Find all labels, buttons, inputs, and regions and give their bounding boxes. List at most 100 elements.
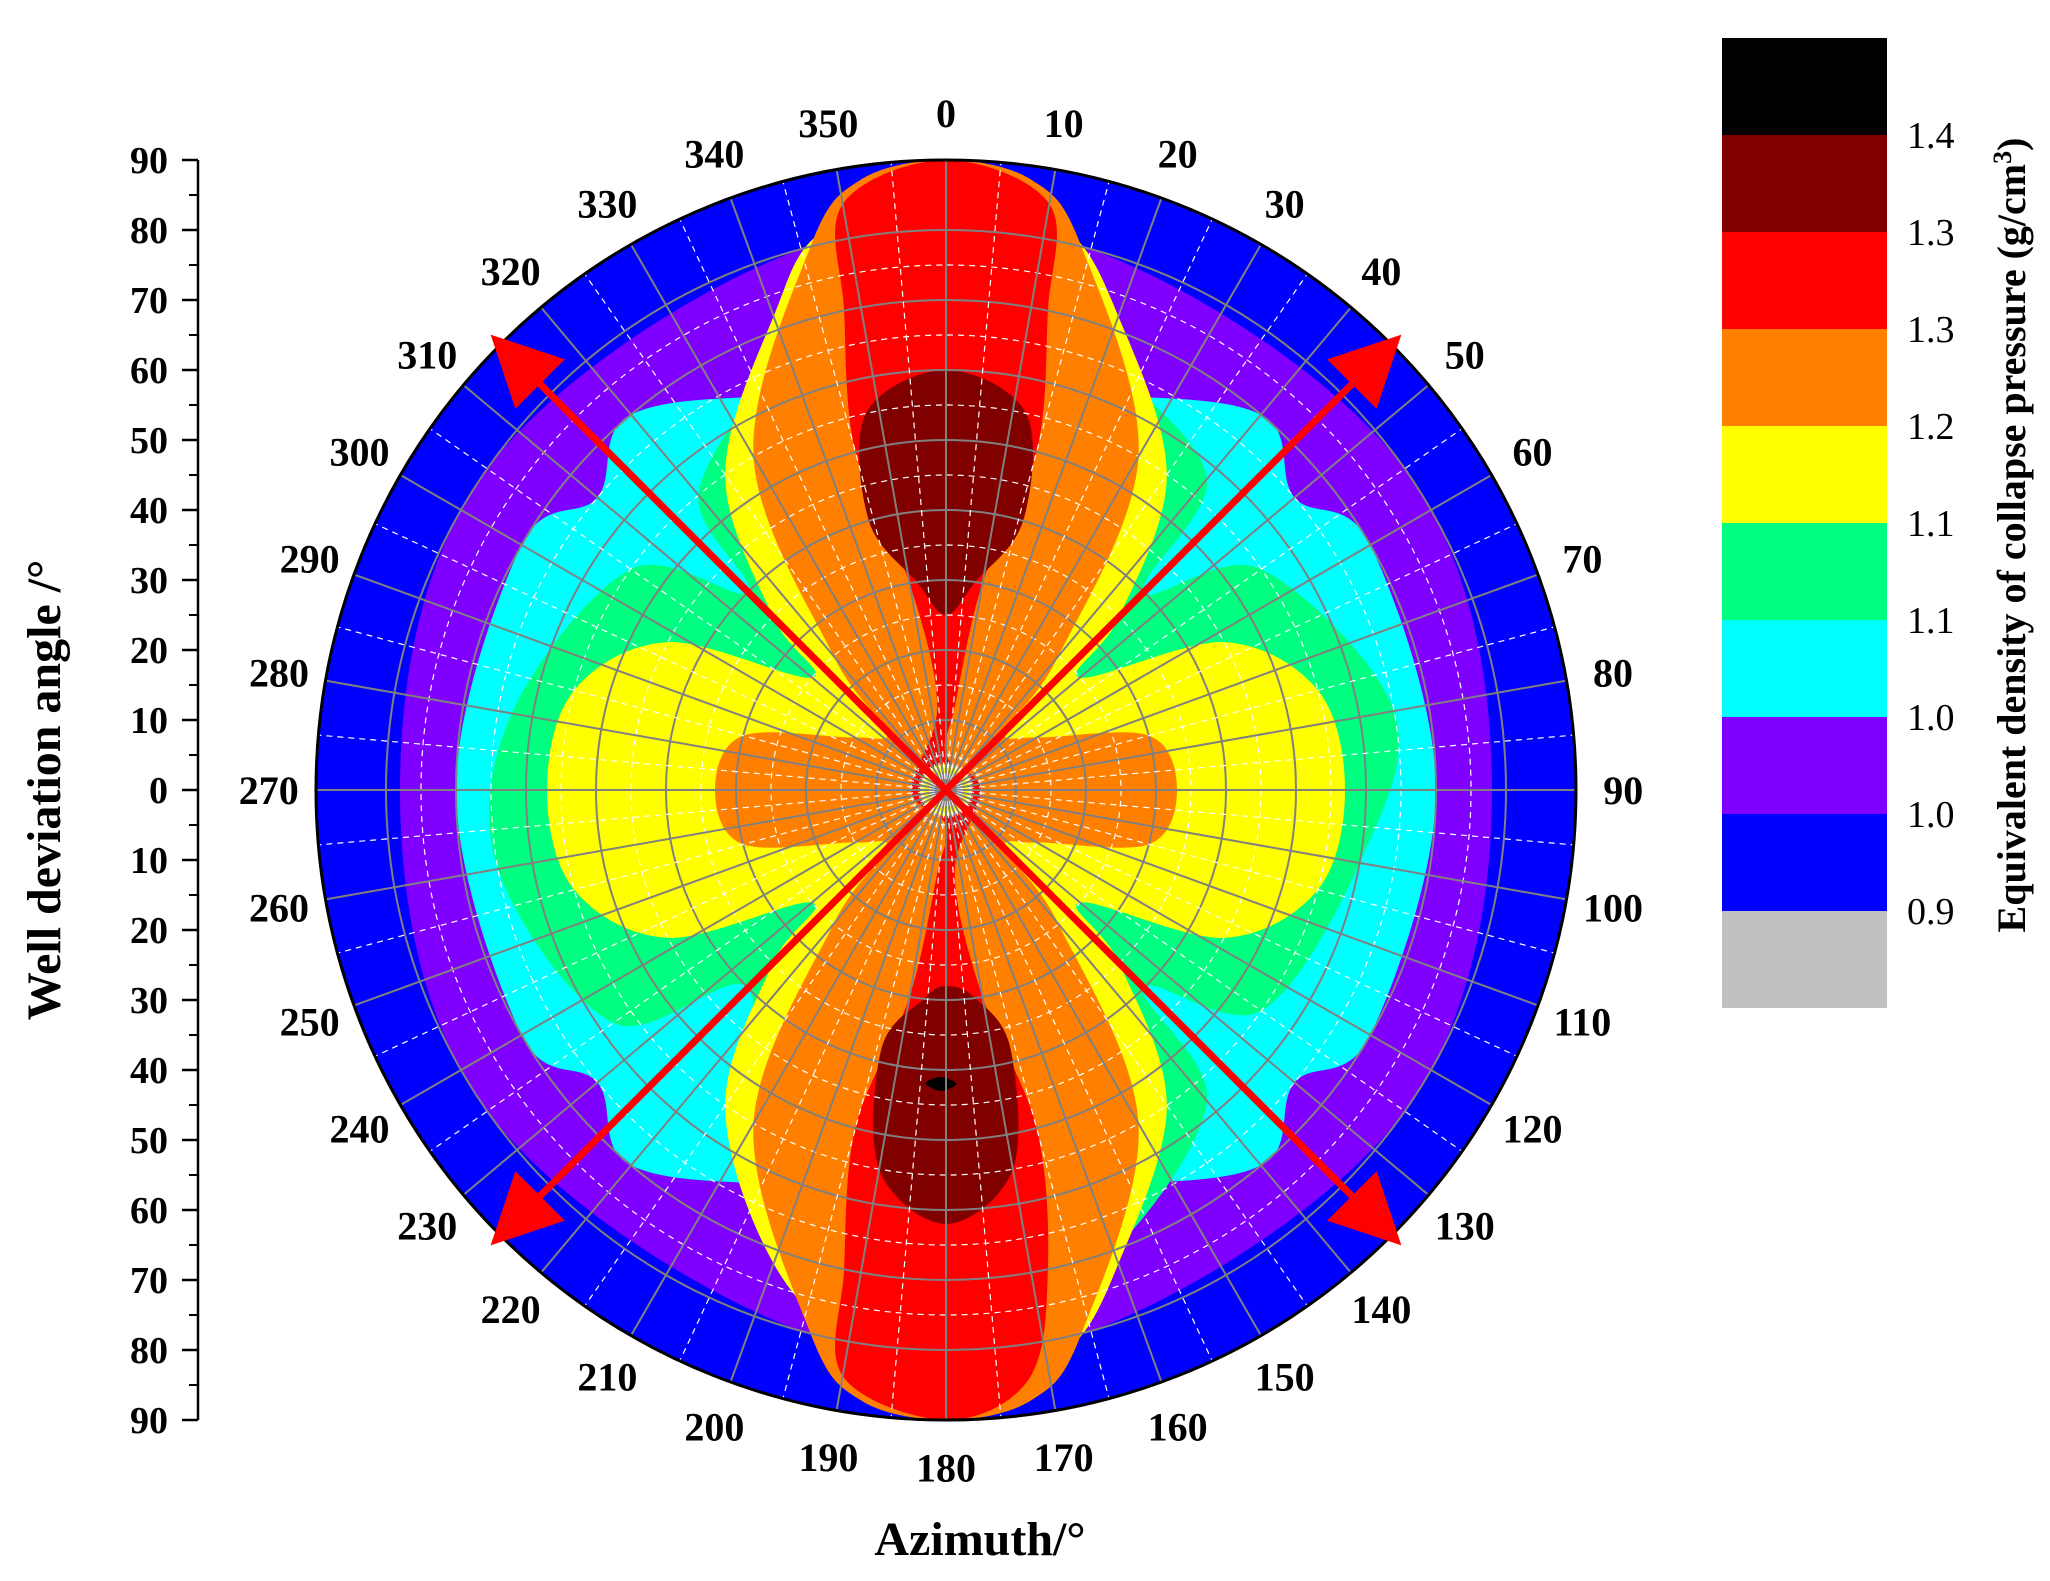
deviation-tick-label-15: 60 [130, 1190, 168, 1232]
azimuth-tick-240: 240 [329, 1107, 389, 1152]
deviation-tick-label-11: 20 [130, 910, 168, 952]
grid-minor-spoke-280 [337, 626, 947, 791]
grid-minor-spoke-50 [945, 428, 1463, 791]
deviation-tick-label-14: 50 [130, 1120, 168, 1162]
colorbar-level-1: 1.3 [1907, 212, 1955, 254]
deviation-tick-label-3: 60 [130, 350, 168, 392]
grid-spoke-200 [729, 789, 947, 1383]
deviation-tick-label-2: 70 [130, 280, 168, 322]
grid-minor-spoke-350 [890, 162, 947, 791]
azimuth-tick-80: 80 [1593, 650, 1633, 695]
deviation-tick-label-6: 30 [130, 560, 168, 602]
grid-spoke-160 [945, 789, 1163, 1383]
colorbar-level-6: 1.0 [1907, 697, 1955, 739]
grid-spoke-240 [399, 789, 947, 1106]
colorbar-swatch-1 [1722, 135, 1887, 232]
azimuth-tick-120: 120 [1503, 1107, 1563, 1152]
azimuth-tick-170: 170 [1034, 1435, 1094, 1480]
grid-spoke-230 [462, 789, 947, 1196]
colorbar-label: Equivalent density of collapse pressure … [1988, 138, 2035, 933]
grid-minor-spoke-170 [945, 789, 1002, 1418]
x-axis-label: Azimuth/° [874, 1513, 1085, 1566]
azimuth-tick-320: 320 [481, 249, 541, 294]
deviation-tick-label-13: 40 [130, 1050, 168, 1092]
deviation-tick-label-1: 80 [130, 210, 168, 252]
deviation-tick-label-4: 50 [130, 420, 168, 462]
grid-minor-spoke-230 [429, 789, 947, 1152]
contour-region-9 [925, 1076, 957, 1091]
grid-minor-spoke-80 [945, 734, 1574, 791]
grid-minor-spoke-150 [945, 789, 1213, 1362]
azimuth-tick-90: 90 [1603, 768, 1643, 813]
grid-spoke-80 [945, 679, 1567, 791]
colorbar-swatch-5 [1722, 523, 1887, 620]
grid-spoke-220 [540, 789, 947, 1274]
grid-minor-spoke-10 [945, 181, 1110, 791]
grid-minor-spoke-90 [945, 789, 1574, 846]
azimuth-tick-150: 150 [1255, 1355, 1315, 1400]
arrow-135 [943, 787, 1402, 1246]
arrow-layer [490, 334, 1402, 1246]
deviation-tick-label-5: 40 [130, 490, 168, 532]
colorbar-level-4: 1.1 [1907, 503, 1955, 545]
grid-spoke-260 [325, 789, 947, 901]
azimuth-tick-220: 220 [481, 1287, 541, 1332]
grid-spoke-320 [540, 306, 947, 791]
grid-minor-spoke-300 [429, 428, 947, 791]
colorbar-level-0: 1.4 [1907, 115, 1955, 157]
azimuth-tick-310: 310 [397, 333, 457, 378]
azimuth-tick-30: 30 [1265, 181, 1305, 226]
grid-spoke-100 [945, 789, 1567, 901]
azimuth-tick-210: 210 [577, 1355, 637, 1400]
deviation-tick-label-16: 70 [130, 1260, 168, 1302]
colorbar-level-7: 1.0 [1907, 794, 1955, 836]
azimuth-tick-0: 0 [936, 91, 956, 136]
grid-spoke-110 [945, 789, 1539, 1007]
grid-spoke-130 [945, 789, 1430, 1196]
colorbar-swatch-3 [1722, 329, 1887, 426]
grid-minor-spoke-240 [374, 789, 947, 1057]
arrow-45 [943, 334, 1402, 793]
colorbar-swatch-4 [1722, 426, 1887, 523]
colorbar-swatch-7 [1722, 717, 1887, 814]
grid-spoke-190 [835, 789, 947, 1411]
grid-spoke-40 [945, 306, 1352, 791]
grid-spoke-70 [945, 573, 1539, 791]
grid-spoke-250 [353, 789, 947, 1007]
azimuth-tick-110: 110 [1554, 1000, 1612, 1045]
grid-minor-spoke-200 [679, 789, 947, 1362]
deviation-axis: 90 80 70 60 50 40 30 20 10 0 10 20 30 40 50 60 70 80 90 [130, 140, 200, 1442]
deviation-tick-label-10: 10 [130, 840, 168, 882]
azimuth-tick-labels: 0 10 20 30 40 50 60 70 80 90 100 110 120 130 140 150 160… [239, 91, 1644, 1491]
deviation-tick-label-0: 90 [130, 140, 168, 182]
grid-minor-spoke-320 [584, 273, 947, 791]
grid-spoke-10 [945, 169, 1057, 791]
arrow-315 [490, 334, 949, 793]
deviation-tick-label-18: 90 [130, 1400, 168, 1442]
deviation-tick-label-8: 10 [130, 700, 168, 742]
azimuth-tick-70: 70 [1562, 536, 1602, 581]
colorbar-level-5: 1.1 [1907, 600, 1955, 642]
grid-minor-spoke-340 [782, 181, 947, 791]
grid-minor-spoke-110 [945, 789, 1518, 1057]
colorbar-swatch-0 [1722, 38, 1887, 135]
azimuth-tick-180: 180 [916, 1445, 976, 1490]
deviation-tick-label-17: 80 [130, 1330, 168, 1372]
azimuth-tick-20: 20 [1158, 132, 1198, 177]
y-axis-label: Well deviation angle /° [18, 560, 71, 1021]
azimuth-tick-250: 250 [280, 1000, 340, 1045]
grid-minor-spoke-250 [337, 789, 947, 954]
colorbar-swatch-2 [1722, 232, 1887, 329]
deviation-tick-label-7: 20 [130, 630, 168, 672]
azimuth-tick-300: 300 [329, 429, 389, 474]
grid-spoke-330 [630, 243, 947, 791]
azimuth-tick-10: 10 [1044, 101, 1084, 146]
colorbar-level-8: 0.9 [1907, 891, 1955, 933]
grid-minor-spoke-60 [945, 523, 1518, 791]
deviation-tick-label-12: 30 [130, 980, 168, 1022]
grid-spoke-60 [945, 474, 1493, 791]
grid-spoke-350 [835, 169, 947, 791]
grid-spoke-290 [353, 573, 947, 791]
azimuth-tick-100: 100 [1583, 886, 1643, 931]
